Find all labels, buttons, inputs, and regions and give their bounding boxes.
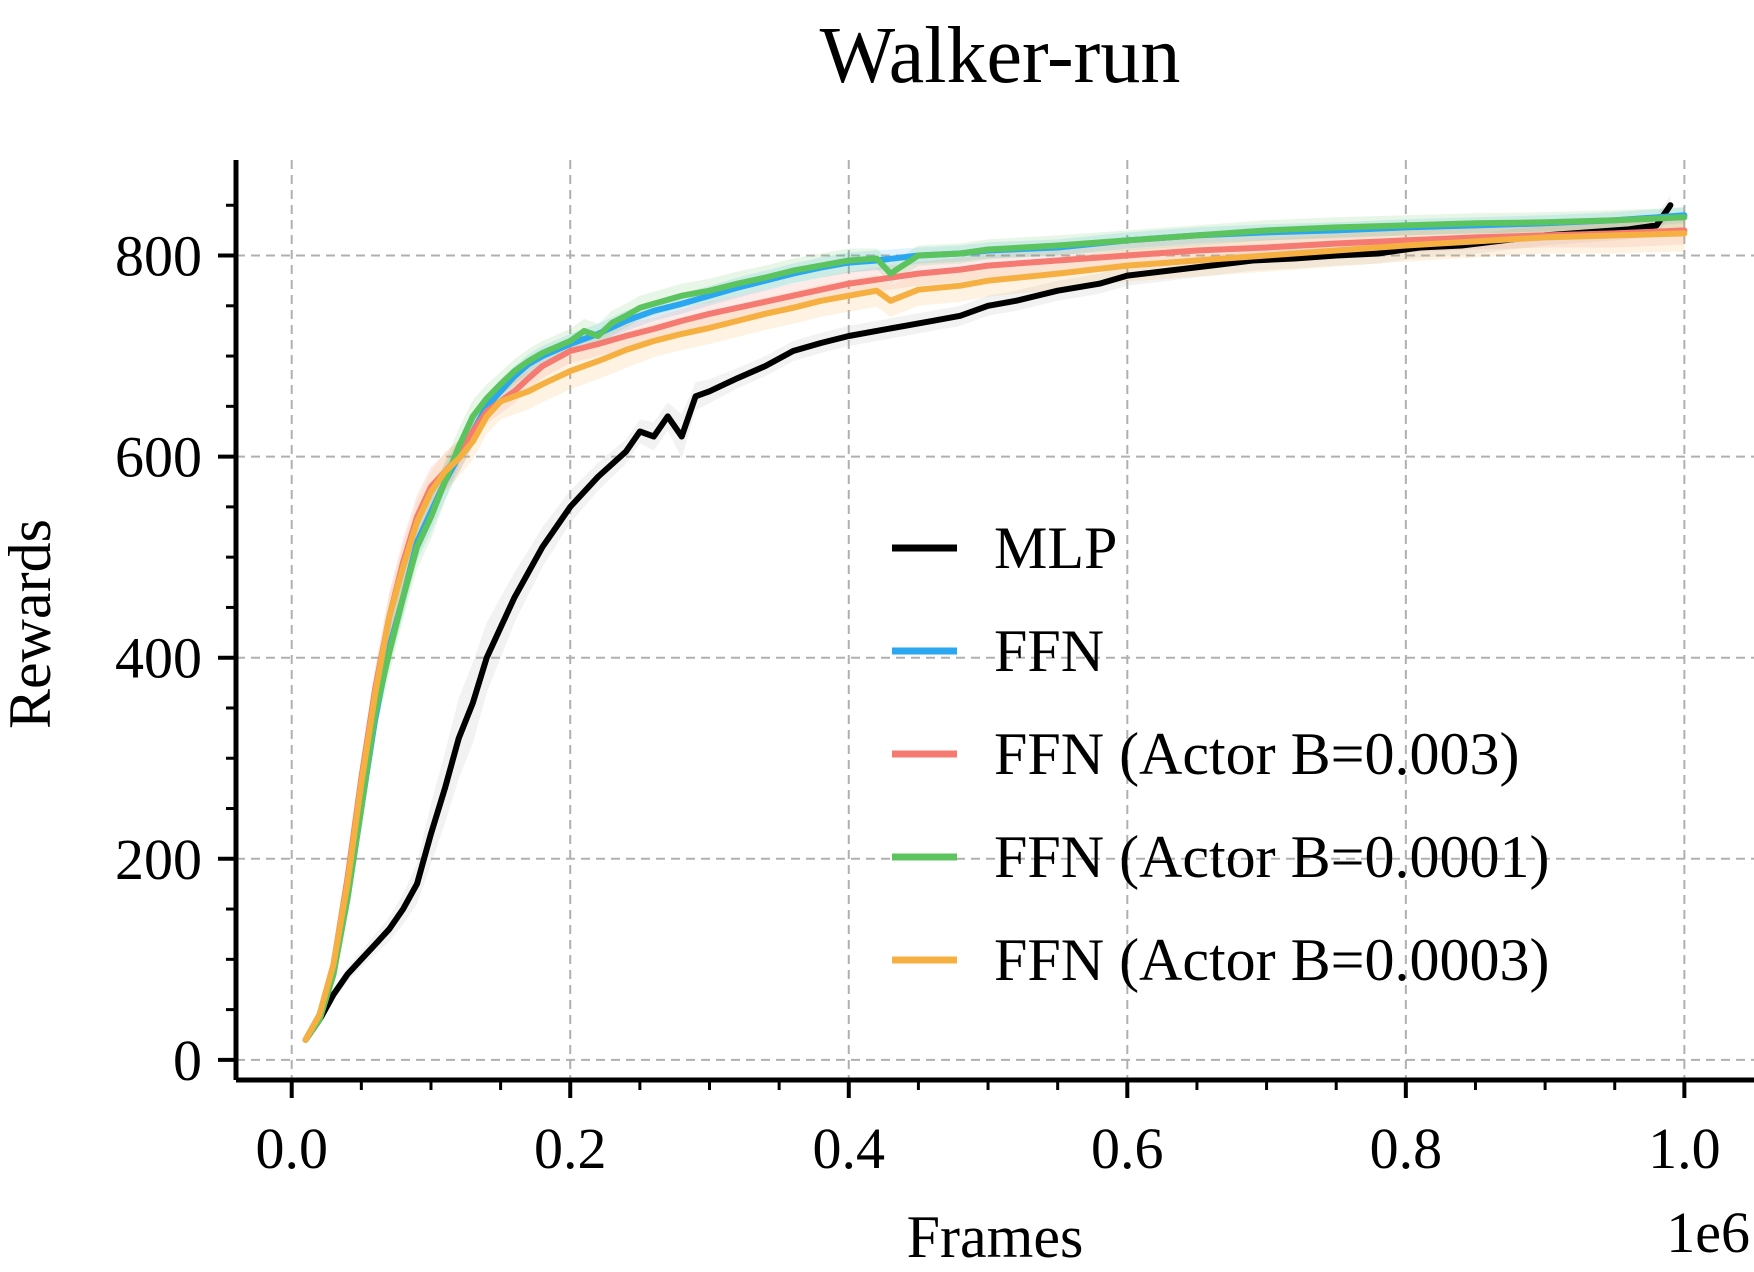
legend-label-0: MLP bbox=[994, 515, 1117, 581]
x-tick-label: 0.0 bbox=[255, 1116, 328, 1181]
y-tick-label: 200 bbox=[115, 827, 202, 892]
x-tick-label: 1.0 bbox=[1648, 1116, 1721, 1181]
y-tick-label: 600 bbox=[115, 425, 202, 490]
series-line-3 bbox=[302, 214, 1688, 1043]
tick-labels: 0.0 0.2 0.4 0.6 0.8 1.0 0 200 400 600 800 bbox=[115, 224, 1721, 1181]
series-lines bbox=[302, 202, 1688, 1043]
x-tick-label: 0.2 bbox=[534, 1116, 607, 1181]
series-line-4 bbox=[302, 230, 1688, 1043]
legend: MLP FFN FFN (Actor B=0.003) FFN (Actor B=0.… bbox=[892, 515, 1550, 993]
legend-label-1: FFN bbox=[994, 618, 1104, 684]
grid bbox=[236, 160, 1754, 1080]
x-axis-label: Frames bbox=[907, 1204, 1084, 1270]
x-tick-label: 0.8 bbox=[1370, 1116, 1443, 1181]
y-tick-label: 400 bbox=[115, 626, 202, 691]
series-band-0 bbox=[305, 195, 1671, 1043]
x-scale-label: 1e6 bbox=[1666, 1200, 1750, 1265]
x-tick-label: 0.6 bbox=[1091, 1116, 1164, 1181]
chart-title: Walker-run bbox=[820, 12, 1181, 100]
legend-label-3: FFN (Actor B=0.0001) bbox=[994, 824, 1550, 890]
y-tick-label: 0 bbox=[173, 1028, 202, 1093]
legend-label-2: FFN (Actor B=0.003) bbox=[994, 721, 1520, 787]
y-axis-label: Rewards bbox=[0, 519, 63, 729]
legend-label-4: FFN (Actor B=0.0003) bbox=[994, 927, 1550, 993]
y-tick-label: 800 bbox=[115, 224, 202, 289]
x-tick-label: 0.4 bbox=[813, 1116, 886, 1181]
series-line-0 bbox=[302, 202, 1674, 1043]
axes bbox=[218, 160, 1754, 1098]
